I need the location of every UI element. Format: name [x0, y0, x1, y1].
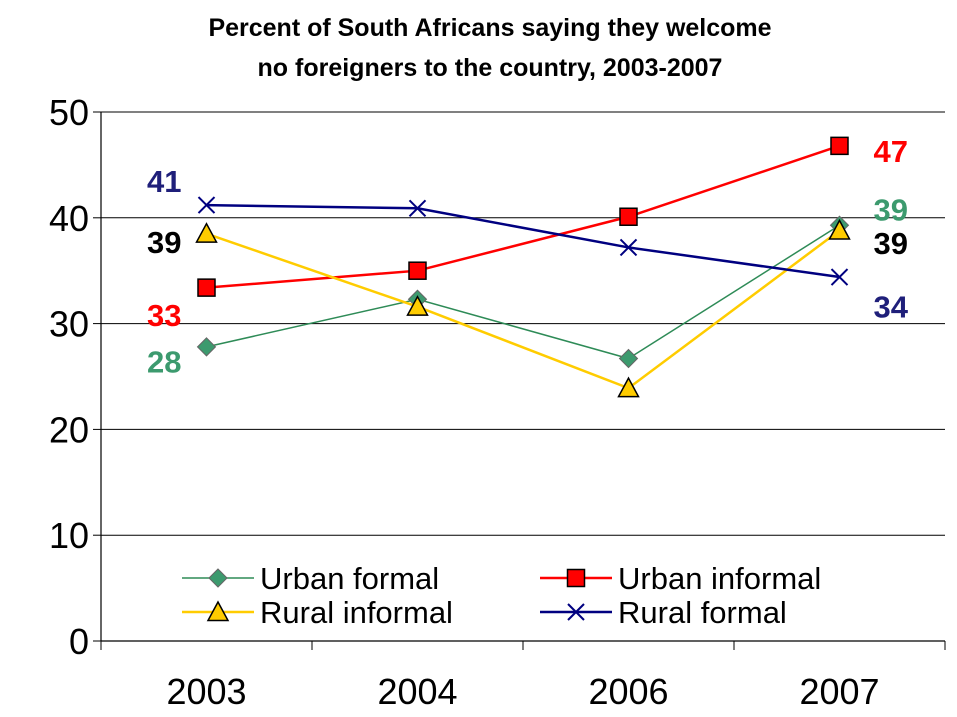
y-tick-label: 0 — [69, 621, 89, 662]
data-label: 39 — [874, 192, 908, 227]
legend-item-urban-informal: Urban informal — [540, 561, 821, 596]
marker-stroke — [830, 268, 849, 286]
y-tick-label: 40 — [49, 198, 89, 239]
data-label: 41 — [147, 164, 181, 199]
axes — [93, 111, 946, 650]
x-tick-label: 2006 — [588, 671, 668, 712]
data-point-rural-formal — [830, 268, 849, 286]
series-urban-informal — [197, 136, 849, 297]
legend-item-rural-informal: Rural informal — [182, 595, 453, 630]
marker-stroke — [567, 603, 585, 621]
data-point-rural-formal — [408, 199, 427, 217]
y-tick-label: 20 — [49, 409, 89, 450]
y-tick-labels: 0 10 20 30 40 50 — [49, 92, 89, 662]
data-point-urban-informal — [197, 278, 216, 297]
legend-marker — [567, 603, 585, 621]
data-point-rural-formal — [197, 196, 216, 214]
data-point-urban-informal — [619, 207, 638, 226]
series-line-urban-formal — [206, 224, 840, 360]
data-point-rural-informal — [406, 295, 429, 316]
x-tick-label: 2007 — [799, 671, 879, 712]
data-label: 28 — [147, 345, 181, 380]
y-tick-label: 30 — [49, 304, 89, 345]
chart-title-line-2: no foreigners to the country, 2003-2007 — [258, 54, 723, 82]
data-label: 39 — [147, 225, 181, 260]
legend-label: Urban informal — [618, 561, 821, 596]
chart-title-line-1: Percent of South Africans saying they we… — [208, 14, 771, 42]
legend-marker — [208, 568, 228, 588]
series-line-urban-informal — [206, 144, 840, 289]
marker-stroke — [197, 196, 216, 214]
y-tick-label: 10 — [49, 515, 89, 556]
data-label: 39 — [874, 226, 908, 261]
data-point-rural-formal — [619, 238, 638, 257]
x-tick-label: 2003 — [166, 671, 246, 712]
data-point-rural-informal — [195, 222, 218, 243]
series-group — [195, 136, 851, 398]
series-line-rural-formal — [206, 203, 840, 279]
data-point-urban-formal — [196, 337, 217, 357]
x-tick-labels: 2003 2004 2006 2007 — [166, 671, 879, 712]
data-label: 47 — [874, 134, 908, 169]
data-point-rural-informal — [617, 376, 640, 398]
x-tick-label: 2004 — [377, 671, 457, 712]
legend-marker — [566, 568, 586, 588]
series-urban-formal — [196, 215, 850, 369]
data-point-urban-informal — [830, 136, 849, 156]
legend-marker — [206, 600, 230, 622]
legend-label: Rural informal — [260, 595, 453, 630]
legend: Urban formal Urban informal Rural informal… — [182, 561, 821, 630]
y-tick-label: 50 — [49, 92, 89, 133]
series-line-rural-informal — [206, 229, 841, 390]
data-point-urban-formal — [618, 348, 639, 369]
series-rural-informal — [195, 218, 851, 398]
data-point-rural-informal — [828, 218, 851, 240]
legend-item-rural-formal: Rural formal — [540, 595, 787, 630]
legend-item-urban-formal: Urban formal — [182, 561, 439, 596]
legend-label: Rural formal — [618, 595, 787, 630]
series-rural-formal — [197, 196, 849, 286]
data-point-urban-informal — [408, 261, 427, 280]
marker-stroke — [619, 238, 638, 257]
data-label: 34 — [874, 290, 909, 325]
data-label: 33 — [147, 298, 181, 333]
marker-stroke — [408, 199, 427, 217]
legend-label: Urban formal — [260, 561, 439, 596]
gridlines — [101, 111, 945, 536]
